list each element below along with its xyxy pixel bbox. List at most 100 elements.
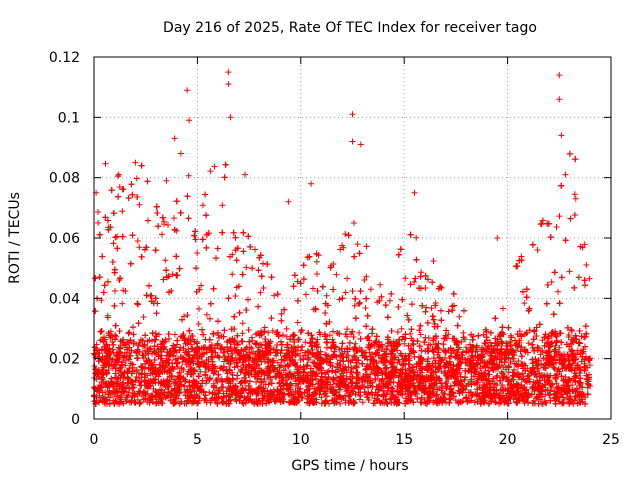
- data-point: [354, 241, 361, 248]
- data-point: [525, 340, 532, 347]
- data-point: [359, 399, 366, 406]
- grid-lines: [94, 57, 611, 419]
- data-point: [96, 392, 103, 399]
- data-point: [428, 305, 435, 312]
- data-point: [413, 234, 420, 241]
- data-point: [206, 389, 213, 396]
- data-point: [500, 364, 507, 371]
- data-point: [494, 372, 501, 379]
- data-point: [386, 297, 393, 304]
- data-point: [197, 368, 204, 375]
- data-point: [283, 333, 290, 340]
- data-point: [260, 285, 267, 291]
- data-point: [344, 275, 351, 282]
- data-point: [553, 380, 560, 387]
- data-point: [133, 175, 140, 182]
- data-point: [283, 325, 290, 332]
- data-point: [456, 313, 463, 320]
- data-point: [249, 337, 256, 344]
- data-point: [260, 396, 267, 403]
- data-point: [500, 305, 506, 312]
- data-point: [198, 282, 205, 289]
- data-point: [340, 244, 347, 251]
- data-point: [459, 348, 466, 355]
- data-point: [361, 277, 368, 283]
- data-point: [159, 231, 165, 238]
- data-point: [180, 345, 187, 352]
- data-point: [342, 289, 349, 296]
- data-point: [244, 393, 251, 400]
- data-point: [556, 344, 563, 351]
- data-point: [346, 393, 353, 400]
- data-point: [194, 250, 201, 256]
- data-point: [445, 331, 452, 338]
- data-point: [417, 331, 424, 338]
- data-point: [271, 292, 278, 299]
- data-point: [534, 247, 541, 253]
- data-point: [255, 344, 262, 351]
- data-point: [171, 215, 177, 222]
- data-point: [294, 319, 301, 326]
- data-point: [351, 302, 358, 309]
- data-point: [555, 288, 561, 295]
- data-point: [109, 346, 116, 353]
- data-point: [548, 279, 555, 285]
- data-point: [581, 241, 588, 248]
- data-point: [257, 289, 264, 296]
- data-point: [569, 347, 576, 354]
- data-point: [586, 275, 593, 282]
- data-point: [133, 374, 140, 380]
- data-point: [367, 286, 374, 293]
- data-point: [430, 258, 437, 264]
- data-point: [203, 311, 210, 318]
- data-point: [162, 257, 169, 264]
- data-point: [119, 208, 126, 215]
- data-point: [199, 202, 206, 209]
- data-point: [511, 366, 518, 373]
- data-point: [313, 258, 320, 265]
- data-point: [269, 327, 276, 334]
- data-point: [398, 325, 405, 332]
- data-point: [349, 288, 356, 294]
- data-point: [102, 160, 109, 167]
- data-point: [302, 339, 309, 346]
- data-point: [305, 356, 312, 363]
- data-point: [333, 271, 340, 278]
- data-point: [258, 342, 265, 349]
- data-point: [98, 297, 105, 304]
- data-point: [556, 213, 563, 220]
- data-point: [134, 238, 141, 244]
- data-point: [109, 338, 116, 345]
- data-point: [356, 329, 363, 336]
- data-point: [377, 281, 384, 288]
- data-point: [337, 246, 344, 253]
- data-point: [243, 264, 250, 271]
- data-point: [578, 358, 585, 365]
- data-point: [113, 333, 120, 340]
- data-point: [326, 332, 333, 339]
- data-point: [418, 269, 425, 276]
- data-point: [337, 400, 344, 407]
- data-point: [195, 320, 202, 327]
- data-point: [458, 338, 465, 345]
- data-point: [323, 292, 330, 299]
- data-point: [571, 191, 578, 198]
- data-point: [177, 344, 184, 351]
- data-point: [181, 313, 187, 320]
- data-point: [363, 273, 370, 280]
- data-points: [91, 69, 594, 407]
- data-point: [537, 351, 544, 358]
- data-point: [196, 305, 202, 312]
- data-point: [362, 305, 369, 311]
- data-point: [333, 374, 340, 381]
- data-point: [394, 329, 401, 336]
- chart-title: Day 216 of 2025, Rate Of TEC Index for r…: [163, 20, 537, 36]
- data-point: [515, 358, 522, 364]
- data-point: [521, 300, 528, 307]
- data-point: [126, 329, 133, 336]
- data-point: [265, 329, 272, 336]
- data-point: [566, 268, 573, 275]
- data-point: [552, 342, 559, 349]
- data-point: [207, 168, 214, 175]
- data-point: [350, 365, 357, 372]
